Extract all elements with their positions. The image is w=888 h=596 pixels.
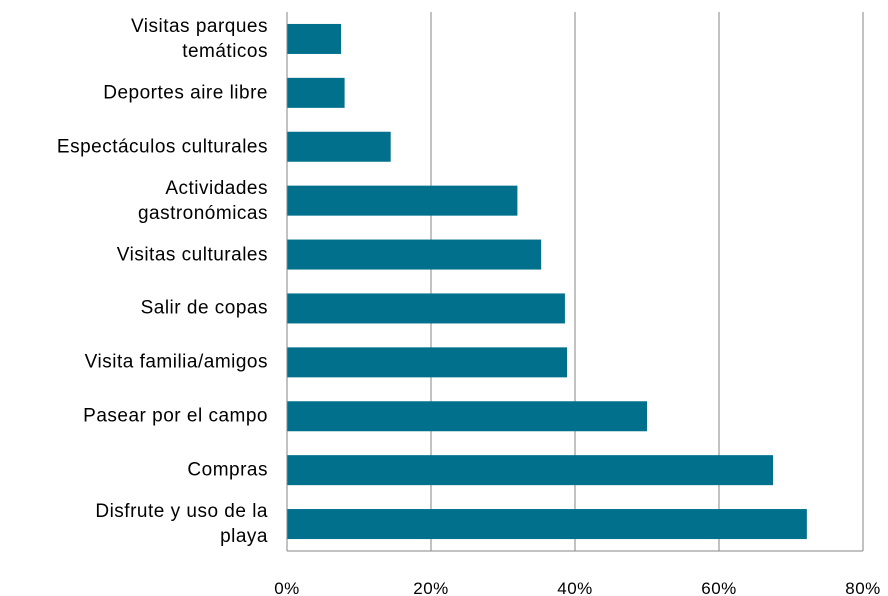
y-tick-label: Espectáculos culturales <box>56 136 268 158</box>
bar <box>287 239 542 270</box>
x-tick-label: 80% <box>845 579 881 596</box>
y-tick-label: Actividades gastronómicas <box>137 177 268 224</box>
y-tick-label: Pasear por el campo <box>83 405 268 427</box>
x-tick-label: 20% <box>413 579 449 596</box>
y-tick-label: Compras <box>187 459 268 481</box>
x-tick-label: 0% <box>274 579 300 596</box>
y-tick-label: Disfrute y uso de la playa <box>95 501 268 548</box>
y-tick-label: Deportes aire libre <box>103 82 268 104</box>
bar <box>287 185 518 216</box>
y-tick-label: Visitas parques temáticos <box>130 15 268 62</box>
bar <box>287 401 647 432</box>
bar <box>287 293 565 324</box>
y-tick-label: Visitas culturales <box>116 244 268 266</box>
bar <box>287 23 341 54</box>
bar <box>287 131 391 162</box>
x-tick-label: 40% <box>557 579 593 596</box>
bar <box>287 509 807 540</box>
x-tick-label: 60% <box>701 579 737 596</box>
y-tick-label: Salir de copas <box>140 297 268 319</box>
bar <box>287 455 773 486</box>
y-tick-label: Visita familia/amigos <box>84 351 268 373</box>
bar <box>287 347 568 378</box>
bar <box>287 77 345 108</box>
